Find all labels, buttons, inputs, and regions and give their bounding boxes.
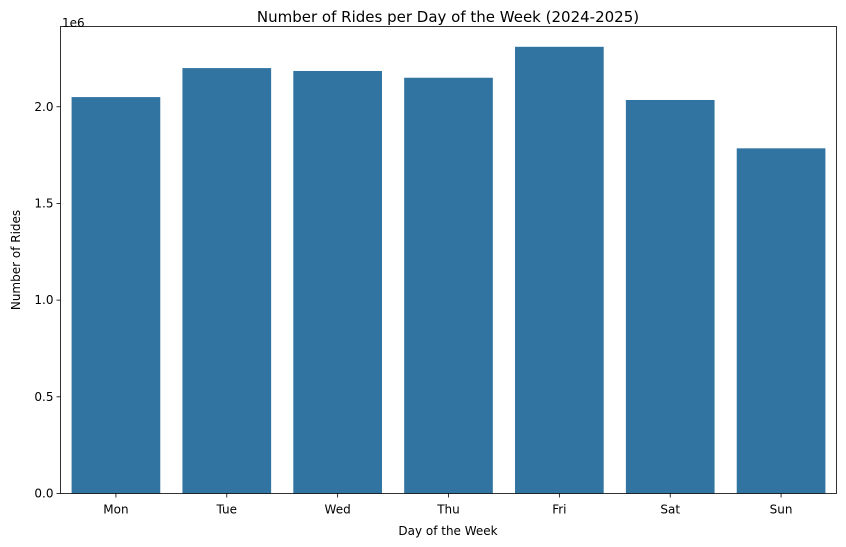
x-tick-label-wed: Wed [325, 503, 351, 517]
bar-fri [515, 46, 604, 494]
x-tick-label-thu: Thu [436, 503, 460, 517]
bar-sat [625, 99, 715, 494]
y-tick-label: 0.5 [34, 390, 53, 404]
x-tick-label-mon: Mon [103, 503, 128, 517]
bars-group [71, 46, 826, 494]
x-tick-label-sun: Sun [770, 503, 793, 517]
chart-title: Number of Rides per Day of the Week (202… [257, 8, 639, 26]
x-tick-label-fri: Fri [552, 503, 566, 517]
y-tick-label: 2.0 [34, 100, 53, 114]
y-ticks-group: 0.0 0.5 1.0 1.5 2.0 [34, 100, 61, 501]
y-tick-label: 1.0 [34, 293, 53, 307]
bar-sun [736, 148, 826, 494]
x-ticks-group: Mon Tue Wed Thu Fri Sat Sun [103, 493, 793, 517]
x-axis-label: Day of the Week [398, 524, 497, 538]
x-tick-label-sat: Sat [660, 503, 680, 517]
bar-mon [71, 97, 161, 494]
plot-frame [60, 26, 837, 494]
bar-tue [182, 68, 272, 494]
y-tick-label: 1.5 [34, 196, 53, 210]
y-axis-offset-label: 1e6 [62, 16, 85, 30]
bar-thu [404, 77, 493, 494]
bar-wed [293, 70, 382, 494]
y-axis-label: Number of Rides [9, 210, 23, 310]
x-tick-label-tue: Tue [216, 503, 238, 517]
y-tick-label: 0.0 [34, 487, 53, 501]
